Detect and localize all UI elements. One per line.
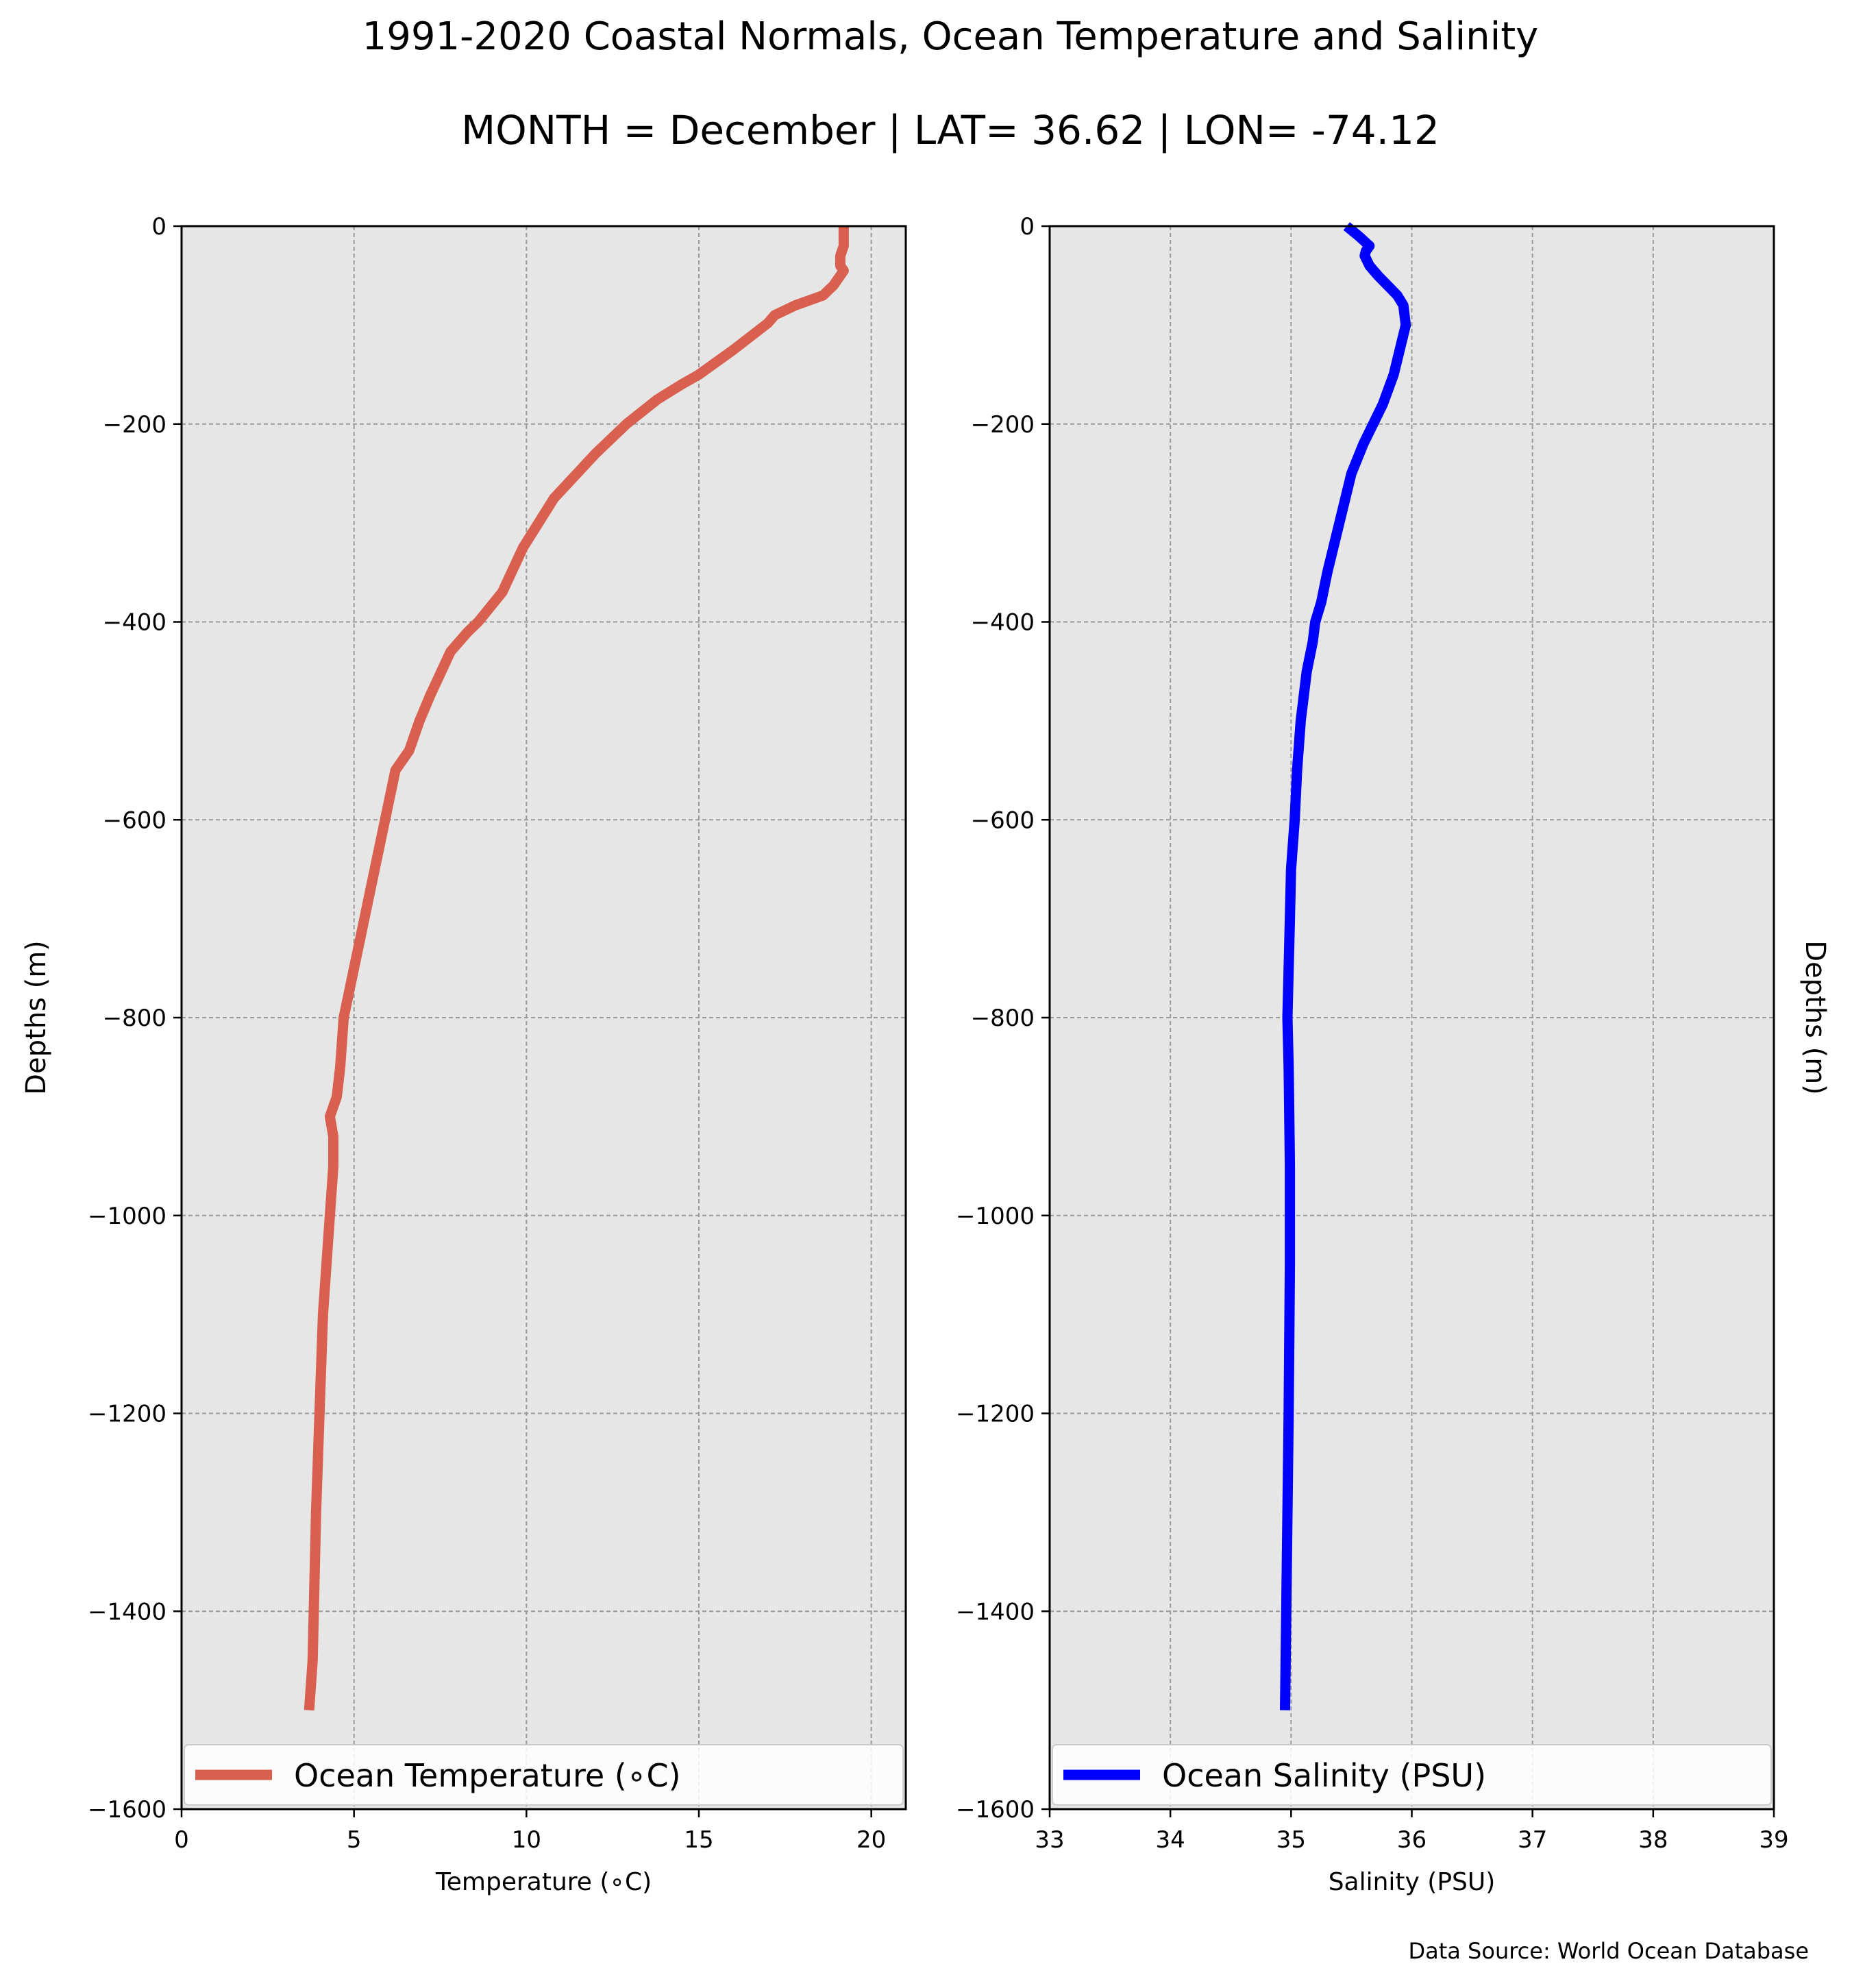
legend: Ocean Temperature (∘C) xyxy=(184,1744,904,1806)
y-tick-label: −1000 xyxy=(88,1203,166,1230)
y-tick-label: −1600 xyxy=(956,1796,1035,1824)
y-tick-label: −400 xyxy=(971,609,1035,637)
y-tick-label: −400 xyxy=(103,609,166,637)
y-tick-label: −600 xyxy=(971,807,1035,834)
figure-subtitle: MONTH = December | LAT= 36.62 | LON= -74… xyxy=(461,107,1440,154)
y-axis-label: Depths (m) xyxy=(1799,940,1831,1095)
x-tick-label: 15 xyxy=(684,1826,713,1854)
legend: Ocean Salinity (PSU) xyxy=(1052,1744,1772,1806)
x-tick-label: 38 xyxy=(1638,1826,1668,1854)
legend-label: Ocean Salinity (PSU) xyxy=(1162,1757,1486,1794)
legend-box xyxy=(1052,1744,1772,1806)
series-line xyxy=(1280,222,1411,1710)
x-tick-label: 0 xyxy=(174,1826,189,1854)
y-tick-label: −1200 xyxy=(88,1401,166,1428)
x-tick-label: 35 xyxy=(1276,1826,1306,1854)
x-axis-label: Temperature (∘C) xyxy=(435,1868,652,1896)
data-source-note: Data Source: World Ocean Database xyxy=(1408,1938,1809,1964)
x-tick-label: 39 xyxy=(1759,1826,1788,1854)
legend-label: Ocean Temperature (∘C) xyxy=(294,1757,681,1794)
temperature-panel: Ocean Temperature (∘C) 0 5 10 15 20 0 −200 −400 −… xyxy=(21,213,907,1896)
y-tick-label: −1400 xyxy=(956,1598,1035,1625)
y-tick-label: −800 xyxy=(971,1005,1035,1032)
y-tick-label: −200 xyxy=(971,411,1035,439)
y-tick-label: −600 xyxy=(103,807,166,834)
x-tick-label: 5 xyxy=(347,1826,362,1854)
x-axis-label: Salinity (PSU) xyxy=(1329,1868,1496,1896)
plot-background xyxy=(182,226,906,1809)
y-tick-label: −1400 xyxy=(88,1598,166,1625)
y-tick-label: −1000 xyxy=(956,1203,1035,1230)
series-line xyxy=(304,226,849,1711)
y-tick-label: −800 xyxy=(103,1005,166,1032)
y-tick-label: 0 xyxy=(1020,213,1035,241)
x-tick-label: 10 xyxy=(512,1826,541,1854)
x-tick-label: 36 xyxy=(1397,1826,1427,1854)
salinity-panel: Ocean Salinity (PSU) 33 34 35 36 37 38 39 0 −200 −… xyxy=(956,213,1831,1896)
y-tick-label: −1200 xyxy=(956,1401,1035,1428)
figure-title: 1991-2020 Coastal Normals, Ocean Tempera… xyxy=(362,14,1539,59)
y-tick-label: 0 xyxy=(151,213,166,241)
legend-box xyxy=(184,1744,904,1806)
x-tick-label: 33 xyxy=(1035,1826,1064,1854)
x-tick-label: 34 xyxy=(1156,1826,1185,1854)
x-tick-label: 20 xyxy=(856,1826,886,1854)
y-tick-label: −200 xyxy=(103,411,166,439)
x-tick-label: 37 xyxy=(1518,1826,1547,1854)
y-tick-label: −1600 xyxy=(88,1796,166,1824)
y-axis-label: Depths (m) xyxy=(21,940,52,1095)
